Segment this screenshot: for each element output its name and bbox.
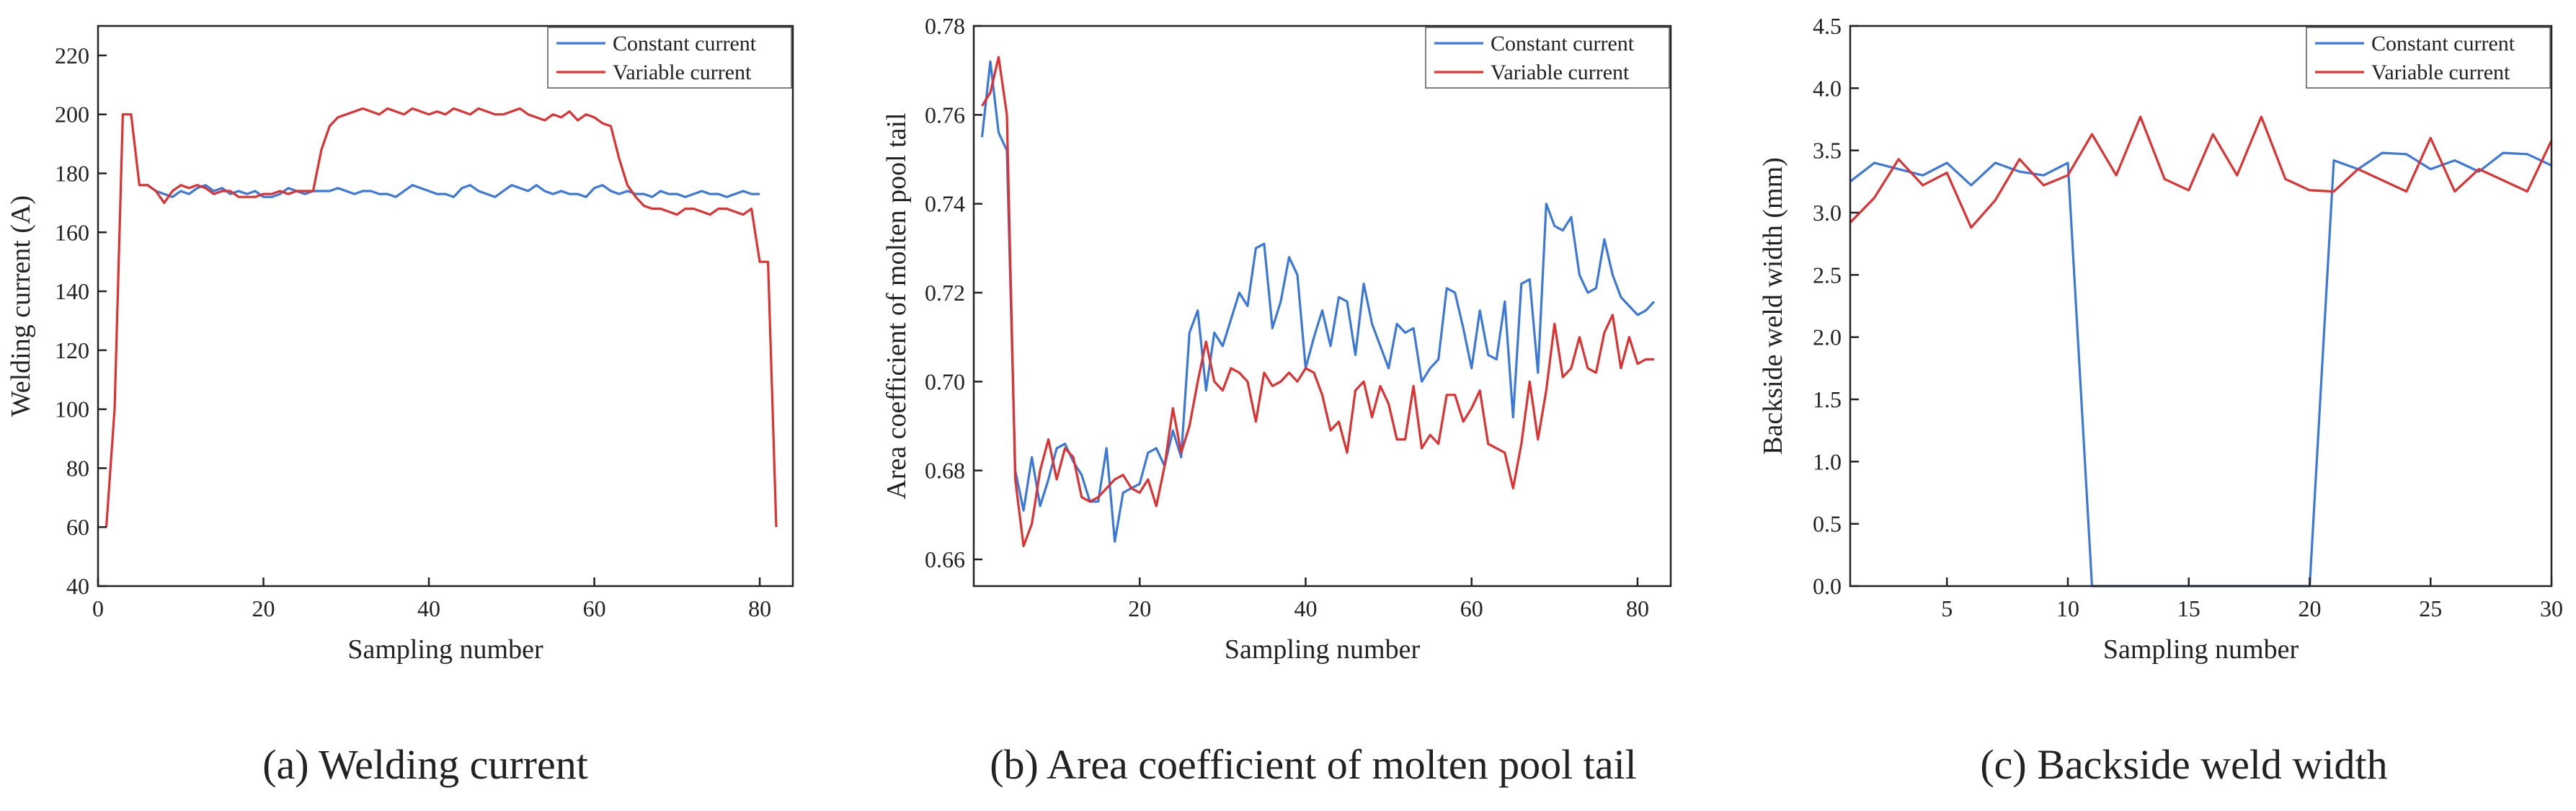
- y-tick-label: 0.0: [1813, 573, 1842, 599]
- legend: Constant current Variable current: [1425, 27, 1670, 89]
- legend-entry: Variable current: [613, 61, 752, 84]
- y-tick-label: 220: [55, 43, 89, 68]
- y-tick-label: 160: [55, 219, 89, 245]
- panel-a: 0 20 40 60 80 40 60 80 100 120 140 160 180 200 220 Samp…: [6, 25, 794, 788]
- y-axis-label: Backside weld width (mm): [1758, 157, 1788, 455]
- y-tick-label: 80: [66, 455, 89, 481]
- series-line-variable: [1849, 115, 2553, 229]
- y-tick-label: 40: [66, 573, 89, 599]
- y-tick-label: 0.66: [925, 546, 965, 572]
- x-tick-label: 20: [252, 595, 275, 621]
- y-tick-label: 60: [66, 514, 89, 540]
- legend-entry: Constant current: [1491, 32, 1635, 56]
- series-line-variable: [105, 107, 778, 528]
- series-line-constant: [139, 184, 760, 198]
- y-tick-label: 140: [55, 278, 89, 304]
- plot-frame: [972, 25, 1672, 588]
- legend-box: [2306, 27, 2551, 89]
- x-tick-label: 60: [583, 595, 606, 621]
- x-tick-label: 30: [2540, 595, 2563, 621]
- legend: Constant current Variable current: [2306, 27, 2551, 89]
- x-tick-label: 80: [748, 595, 771, 621]
- y-tick-label: 200: [55, 102, 89, 128]
- y-tick-label: 1.0: [1813, 448, 1842, 474]
- y-tick-label: 4.5: [1813, 13, 1842, 39]
- y-tick-label: 0.74: [925, 191, 965, 217]
- y-tick-label: 0.72: [925, 280, 965, 306]
- x-tick-label: 5: [1941, 595, 1953, 621]
- y-tick-label: 3.5: [1813, 138, 1842, 164]
- x-tick-label: 0: [92, 595, 104, 621]
- legend: Constant current Variable current: [547, 27, 792, 89]
- x-axis-label: Sampling number: [347, 634, 543, 665]
- y-tick-label: 1.5: [1813, 386, 1842, 412]
- y-tick-label: 0.78: [925, 13, 965, 39]
- y-tick-label: 0.70: [925, 368, 965, 394]
- legend-box: [547, 27, 792, 89]
- panel-caption: (b) Area coefficient of molten pool tail: [990, 741, 1637, 788]
- y-tick-label: 180: [55, 160, 89, 186]
- x-tick-label: 40: [417, 595, 440, 621]
- legend-entry: Constant current: [613, 32, 757, 56]
- y-axis-label: Area coefficient of molten pool tail: [881, 112, 912, 499]
- legend-entry: Variable current: [2371, 61, 2510, 84]
- y-tick-label: 100: [55, 396, 89, 422]
- y-tick-label: 0.5: [1813, 511, 1842, 537]
- series-line-variable: [981, 56, 1654, 548]
- x-axis-label: Sampling number: [2103, 634, 2299, 665]
- y-axis-label: Welding current (A): [6, 195, 36, 417]
- y-tick-label: 120: [55, 337, 89, 363]
- y-tick-label: 2.5: [1813, 262, 1842, 288]
- y-tick-label: 2.0: [1813, 324, 1842, 350]
- legend-entry: Constant current: [2371, 32, 2515, 56]
- y-tick-label: 4.0: [1813, 75, 1842, 101]
- y-tick-label: 3.0: [1813, 200, 1842, 226]
- panel-caption: (c) Backside weld width: [1980, 741, 2387, 788]
- series-line-constant: [1849, 151, 2552, 588]
- x-axis-label: Sampling number: [1225, 634, 1421, 665]
- x-tick-label: 15: [2177, 595, 2200, 621]
- legend-box: [1425, 27, 1670, 89]
- y-tick-label: 0.76: [925, 102, 965, 128]
- panel-b: 20 40 60 80 0.66 0.68 0.70 0.72 0.74 0.76 0.78 Samp…: [881, 13, 1672, 788]
- x-tick-label: 60: [1460, 595, 1483, 621]
- x-tick-label: 25: [2419, 595, 2442, 621]
- plot-frame: [1849, 25, 2553, 588]
- x-tick-label: 80: [1626, 595, 1649, 621]
- x-tick-label: 10: [2056, 595, 2079, 621]
- x-tick-label: 20: [2298, 595, 2321, 621]
- legend-entry: Variable current: [1491, 61, 1630, 84]
- plot-frame: [97, 25, 794, 588]
- series-line-constant: [980, 60, 1656, 543]
- x-tick-label: 20: [1128, 595, 1151, 621]
- panel-c: 5 10 15 20 25 30 0.0 0.5 1.0 1.5 2.0 2.5 3.0 3.5 4.0 4.…: [1758, 13, 2563, 788]
- panel-caption: (a) Welding current: [262, 741, 588, 788]
- y-tick-label: 0.68: [925, 458, 965, 484]
- x-tick-label: 40: [1294, 595, 1317, 621]
